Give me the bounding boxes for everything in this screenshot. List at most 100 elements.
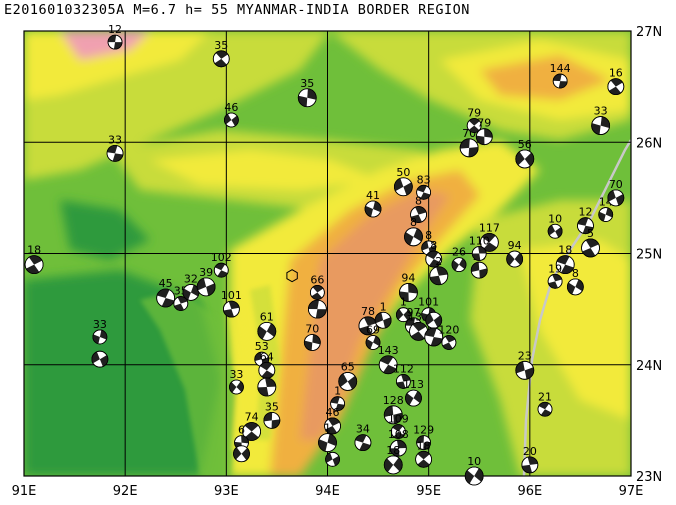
lon-tick-label: 94E: [315, 484, 340, 499]
focal-mechanism: 101: [221, 289, 242, 318]
depth-label: 18: [27, 244, 41, 257]
depth-label: 8: [430, 239, 437, 252]
focal-mechanism: 18: [383, 444, 403, 475]
depth-label: 1: [400, 296, 407, 309]
depth-label: 33: [93, 318, 107, 331]
focal-mechanism: 128: [383, 394, 404, 425]
focal-mechanism: [424, 327, 444, 347]
depth-label: 108: [388, 428, 409, 441]
focal-mechanism: 23: [515, 349, 535, 380]
depth-label: 35: [265, 400, 279, 413]
focal-mechanism: 1: [395, 296, 411, 323]
focal-mechanism: 113: [403, 378, 424, 407]
depth-label: 78: [361, 305, 375, 318]
focal-mechanism: 35: [297, 77, 317, 108]
focal-mechanism: 35: [212, 39, 230, 68]
focal-mechanism: 18: [415, 439, 433, 468]
depth-label: 8: [415, 195, 422, 208]
focal-mechanism: 18: [555, 244, 575, 275]
focal-mechanism: 117: [479, 221, 500, 252]
focal-mechanism: 33: [229, 368, 244, 395]
focal-mechanism: 46: [223, 101, 239, 128]
focal-mechanism: 18: [24, 244, 44, 275]
depth-label: 79: [477, 117, 491, 130]
depth-label: 101: [221, 289, 242, 302]
depth-label: 70: [609, 178, 623, 191]
depth-label: 20: [523, 445, 537, 458]
depth-label: 64: [260, 350, 274, 363]
focal-mechanism: 109: [388, 413, 409, 439]
lat-tick-label: 23N: [636, 470, 662, 485]
lat-tick-label: 27N: [636, 25, 662, 40]
depth-label: 5: [587, 227, 594, 240]
focal-mechanism: 144: [550, 62, 571, 89]
depth-label: 66: [310, 273, 324, 286]
depth-label: 32: [184, 272, 198, 285]
depth-label: 23: [518, 349, 532, 362]
focal-mechanism: 129: [413, 424, 434, 451]
depth-label: 101: [418, 296, 439, 309]
lon-tick-label: 97E: [619, 484, 644, 499]
map-title: E201601032305A M=6.7 h= 55 MYANMAR-INDIA…: [4, 2, 470, 18]
depth-label: 117: [479, 221, 500, 234]
depth-label: 120: [438, 324, 459, 337]
depth-label: 45: [159, 277, 173, 290]
depth-label: 8: [410, 216, 417, 229]
depth-label: 18: [558, 244, 572, 257]
focal-mechanism: 70: [607, 178, 625, 207]
depth-label: 8: [572, 267, 579, 280]
depth-label: 113: [403, 378, 424, 391]
focal-mechanism: 69: [365, 324, 381, 350]
focal-mechanism: 5: [581, 227, 600, 258]
focal-mechanism: 8: [566, 267, 584, 296]
depth-label: 12: [578, 206, 592, 219]
depth-label: 34: [356, 423, 370, 436]
depth-label: 102: [211, 251, 232, 264]
focal-mechanism: 33: [92, 318, 108, 345]
focal-mechanism: 46: [324, 406, 341, 435]
depth-label: 74: [245, 411, 259, 424]
focal-mechanism: 8: [425, 239, 443, 268]
depth-label: 65: [341, 360, 355, 373]
depth-label: 21: [538, 390, 552, 403]
focal-mechanism: 20: [521, 445, 539, 474]
depth-label: 46: [224, 101, 238, 114]
depth-label: 129: [413, 424, 434, 437]
focal-mechanism: [91, 350, 109, 368]
lon-tick-label: 95E: [416, 484, 441, 499]
depth-label: 1: [380, 300, 387, 313]
depth-label: 143: [378, 344, 399, 357]
focal-mechanism: 61: [257, 310, 277, 341]
focal-mechanism: 32: [182, 272, 200, 301]
depth-label: 94: [508, 239, 522, 252]
depth-label: 69: [366, 324, 380, 337]
map-frame: [23, 30, 632, 477]
focal-mechanism: 64: [258, 350, 276, 379]
depth-label: 18: [417, 439, 431, 452]
depth-label: 6: [238, 424, 245, 437]
focal-mechanism: 10: [547, 212, 563, 239]
depth-label: 110: [469, 235, 490, 248]
depth-label: 144: [550, 62, 571, 75]
lat-tick-label: 25N: [636, 248, 662, 263]
focal-mechanism: 26: [451, 246, 467, 273]
focal-mechanism: 79: [466, 107, 482, 133]
focal-mechanism: 66: [309, 273, 325, 300]
focal-mechanism: 70: [303, 323, 321, 351]
depth-label: 35: [214, 39, 228, 52]
focal-mechanism: 16: [607, 67, 625, 96]
lon-tick-label: 96E: [517, 484, 542, 499]
lat-tick-label: 26N: [636, 136, 662, 151]
depth-label: 112: [393, 362, 414, 375]
focal-mechanism: 2: [429, 255, 449, 286]
focal-mechanism: 1: [330, 385, 346, 412]
depth-label: 33: [229, 368, 243, 381]
focal-mechanism: 8: [404, 216, 423, 247]
focal-mechanism: [325, 451, 340, 467]
focal-mechanism: 12: [107, 23, 123, 50]
depth-label: 12: [108, 23, 122, 36]
focal-mechanism: 33: [106, 133, 124, 162]
depth-label: 46: [326, 406, 340, 419]
lon-tick-label: 93E: [214, 484, 239, 499]
